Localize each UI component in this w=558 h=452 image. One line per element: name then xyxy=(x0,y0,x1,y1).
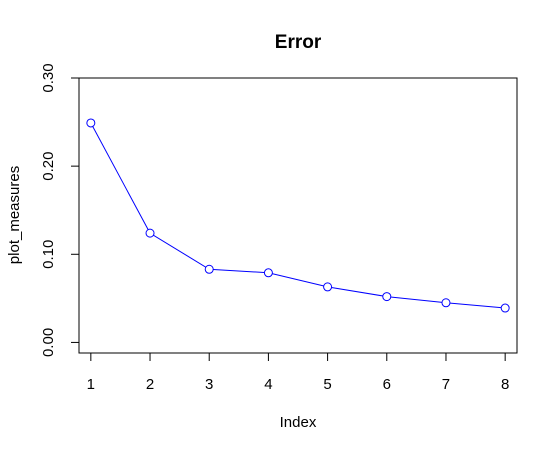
x-tick-label: 6 xyxy=(383,376,391,393)
data-point xyxy=(382,292,392,302)
data-point xyxy=(145,228,155,238)
series-points xyxy=(86,118,510,313)
data-point xyxy=(500,303,510,313)
data-point xyxy=(86,118,96,128)
x-tick-label: 3 xyxy=(205,376,213,393)
plot-area-border xyxy=(78,77,518,354)
x-tick-label: 8 xyxy=(501,376,509,393)
y-tick-label: 0.20 xyxy=(40,152,57,181)
data-point xyxy=(204,264,214,274)
data-point xyxy=(323,282,333,292)
y-tick-label: 0.10 xyxy=(40,240,57,269)
x-tick-label: 5 xyxy=(323,376,331,393)
series-line xyxy=(90,122,506,309)
y-tick-label: 0.00 xyxy=(40,328,57,357)
data-point xyxy=(441,298,451,308)
y-axis-label: plot_measures xyxy=(6,166,23,264)
x-axis-label: Index xyxy=(280,414,317,431)
y-tick-label: 0.30 xyxy=(40,63,57,92)
data-point xyxy=(263,268,273,278)
x-tick-label: 7 xyxy=(442,376,450,393)
chart-title: Error xyxy=(275,32,322,53)
y-axis: 0.00 0.10 0.20 0.30 xyxy=(40,63,80,357)
x-tick-label: 2 xyxy=(146,376,154,393)
x-tick-label: 1 xyxy=(87,376,95,393)
x-tick-label: 4 xyxy=(264,376,272,393)
x-axis: 1 2 3 4 5 6 7 8 xyxy=(87,352,509,393)
